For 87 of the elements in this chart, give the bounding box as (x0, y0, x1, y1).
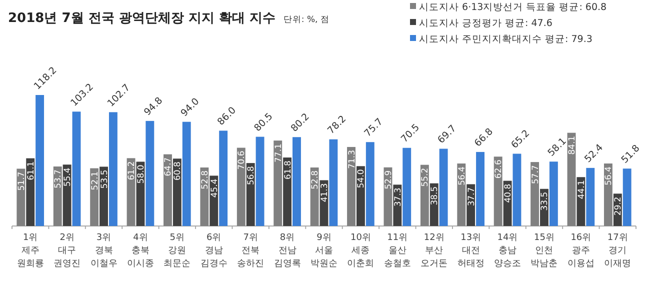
data-label: 61.8 (283, 160, 294, 180)
x-tick-label: 17위 경기 이재명 (604, 233, 632, 269)
data-label: 54.0 (356, 169, 367, 188)
x-tick-label: 14위 충남 양승조 (494, 233, 522, 269)
legend-label: 시도지사 6·13지방선거 득표율 평균: 60.8 (419, 2, 607, 13)
x-tick-label: 4위 충북 이시종 (126, 233, 154, 269)
bar (292, 137, 301, 226)
x-tick-label: 16위 광주 이용섭 (567, 233, 594, 269)
data-label: 60.8 (173, 162, 184, 181)
bar (164, 154, 172, 226)
chart-title: 2018년 7월 전국 광역단체장 지지 확대 지수 (8, 11, 276, 26)
data-label: 37.3 (393, 188, 404, 207)
data-label: 70.6 (237, 150, 248, 170)
bar (256, 136, 264, 226)
data-label: 53.5 (100, 170, 110, 189)
data-label: 55.2 (420, 168, 431, 187)
bar (549, 162, 558, 226)
data-label: 33.5 (540, 192, 550, 211)
bar (274, 140, 282, 226)
legend-label: 시도지사 주민지지확대지수 평균: 79.3 (419, 34, 592, 45)
bar (62, 164, 72, 226)
data-label: 56.8 (246, 166, 257, 185)
data-label: 58.0 (136, 164, 146, 184)
data-label: 38.5 (430, 186, 440, 206)
bar (439, 148, 448, 226)
data-label: 56.4 (457, 166, 468, 186)
data-label: 84.1 (568, 136, 578, 155)
data-label: 40.8 (504, 184, 514, 203)
bar (236, 148, 246, 226)
data-label: 61.1 (26, 161, 36, 180)
x-tick-label: 1위 제주 원희룡 (16, 233, 44, 269)
data-label: 64.7 (164, 157, 174, 176)
bar (586, 168, 595, 226)
x-tick-label: 15위 인천 박남춘 (530, 233, 558, 269)
x-tick-label: 5위 강원 최문순 (164, 233, 191, 269)
bar (494, 156, 502, 226)
bar (182, 122, 191, 226)
bar (26, 158, 35, 226)
x-tick-label: 11위 울산 송철호 (384, 233, 411, 269)
bar (366, 142, 374, 226)
x-tick-label: 8위 전남 김영록 (274, 233, 301, 269)
x-tick-label: 3위 경북 이철우 (90, 233, 118, 269)
data-label: 45.4 (210, 178, 220, 198)
data-label: 52.9 (384, 170, 394, 190)
bar (16, 168, 26, 226)
legend-label: 시도지사 긍정평가 평균: 47.6 (419, 18, 552, 29)
data-label: 44.1 (576, 180, 587, 200)
x-tick-label: 6위 경남 김경수 (200, 233, 228, 269)
data-label: 51.7 (16, 172, 27, 191)
x-tick-label: 2위 대구 권영진 (54, 233, 81, 269)
data-label: 77.1 (274, 144, 284, 162)
data-label: 52.8 (200, 170, 210, 190)
data-label: 57.7 (530, 165, 541, 184)
bar (53, 166, 62, 226)
data-label: 37.7 (466, 187, 477, 206)
bar (146, 120, 154, 226)
chart-subtitle: 단위: %, 점 (283, 15, 330, 25)
x-tick-label: 12위 부산 오거돈 (420, 233, 448, 269)
bar (530, 162, 540, 226)
bar (402, 148, 412, 226)
bar (347, 146, 356, 226)
bar (329, 139, 338, 226)
data-label: 61.2 (127, 161, 138, 180)
x-tick-label: 9위 서울 박원순 (310, 233, 338, 269)
data-label: 52.8 (310, 170, 321, 190)
bar (72, 112, 81, 226)
x-tick-label: 13위 대전 허태정 (457, 233, 484, 269)
bar (476, 152, 484, 226)
data-label: 52.1 (90, 171, 100, 190)
bar (108, 112, 118, 226)
data-label: 29.2 (614, 196, 624, 216)
bar (219, 130, 228, 226)
data-label: 62.6 (494, 160, 504, 179)
x-tick-label: 10위 세종 이춘희 (347, 233, 374, 269)
bar (420, 164, 429, 226)
data-label: 41.3 (320, 183, 330, 202)
bar (90, 168, 99, 226)
data-label: 71.3 (347, 150, 358, 169)
data-label: 53.7 (54, 169, 64, 188)
bar (100, 166, 108, 226)
bar (36, 95, 44, 226)
bar (283, 158, 292, 226)
x-tick-label: 7위 전북 송하진 (237, 233, 264, 269)
bar (512, 154, 522, 226)
data-label: 55.4 (63, 168, 74, 187)
data-label: 56.4 (604, 166, 614, 186)
bar (622, 168, 632, 226)
